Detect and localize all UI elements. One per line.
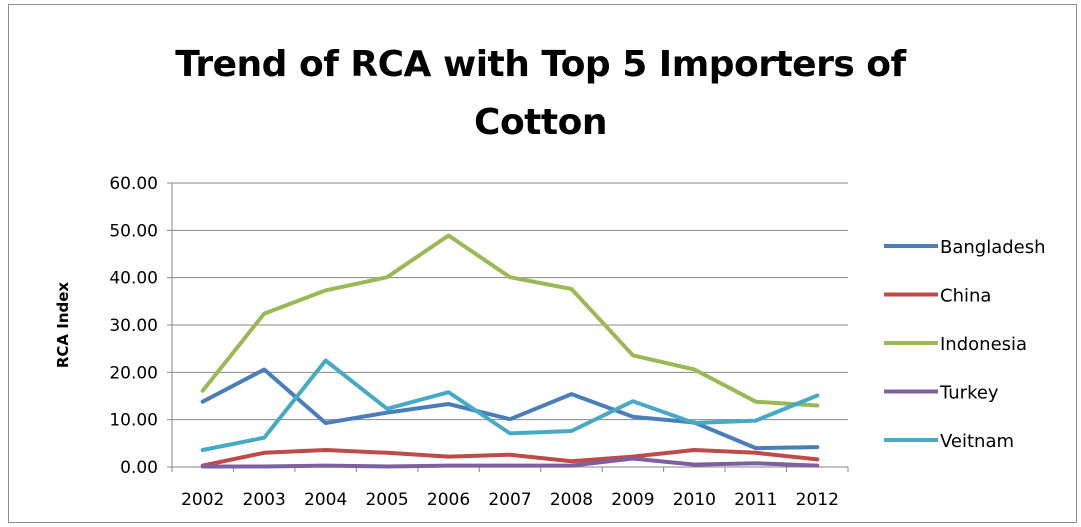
x-tick-label: 2007 xyxy=(488,490,531,510)
series-line-china xyxy=(200,448,820,468)
chart-title-line2: Cotton xyxy=(474,102,607,143)
x-tick-label: 2009 xyxy=(611,490,654,510)
y-tick-label: 50.00 xyxy=(109,221,158,241)
x-tick-labels: 2002 2003 2004 2005 2006 2007 2008 2009 2010 2011… xyxy=(181,490,839,510)
legend: Bangladesh China Indonesia Turkey Veitnam xyxy=(884,237,1046,452)
y-tick-label: 60.00 xyxy=(109,174,158,194)
x-tick-label: 2005 xyxy=(365,490,408,510)
y-axis-label: RCA Index xyxy=(54,282,72,369)
x-tick-label: 2010 xyxy=(673,490,716,510)
y-tick-label: 30.00 xyxy=(109,316,158,336)
y-tick-label: 40.00 xyxy=(109,269,158,289)
series-line-turkey xyxy=(200,456,820,469)
x-tick-label: 2011 xyxy=(734,490,777,510)
x-tick-label: 2006 xyxy=(427,490,470,510)
y-tick-label: 0.00 xyxy=(120,458,158,478)
series-lines xyxy=(200,233,820,469)
chart-frame xyxy=(8,4,1077,523)
legend-label: Veitnam xyxy=(940,431,1014,452)
y-tick-label: 20.00 xyxy=(109,363,158,383)
y-tick-labels: 0.00 10.00 20.00 30.00 40.00 50.00 60.00 xyxy=(109,174,158,478)
x-tick-label: 2003 xyxy=(243,490,286,510)
y-tick-label: 10.00 xyxy=(109,411,158,431)
x-tick-label: 2008 xyxy=(550,490,593,510)
x-tick-label: 2002 xyxy=(181,490,224,510)
legend-label: Turkey xyxy=(939,383,999,404)
gridlines xyxy=(172,182,848,421)
x-tick-label: 2004 xyxy=(304,490,347,510)
x-tick-label: 2012 xyxy=(796,490,839,510)
series-line-bangladesh xyxy=(200,367,820,451)
legend-label: China xyxy=(940,286,991,307)
legend-label: Indonesia xyxy=(940,334,1027,355)
chart-title-line1: Trend of RCA with Top 5 Importers of xyxy=(175,44,906,85)
series-line-veitnam xyxy=(200,358,820,452)
series-line-indonesia xyxy=(200,233,820,408)
legend-label: Bangladesh xyxy=(940,237,1046,258)
